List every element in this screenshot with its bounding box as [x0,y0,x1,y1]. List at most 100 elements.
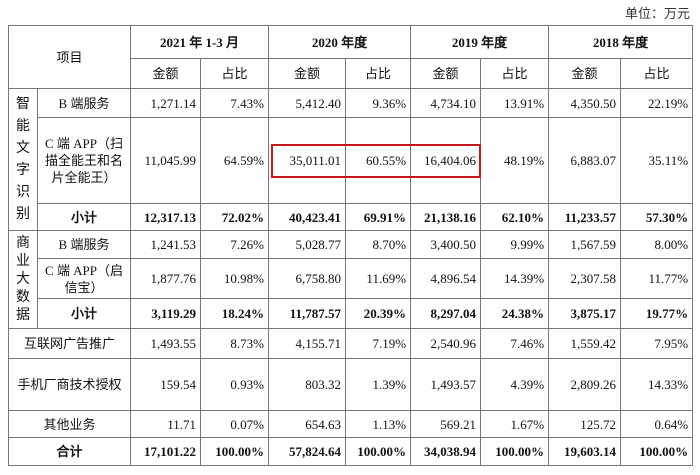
cell: 13.91% [480,88,550,118]
cell: 60.55% [345,117,412,204]
table-row: 小计 12,317.13 72.02% 40,423.41 69.91% 21,138.1… [9,203,694,231]
highlight-box [270,143,481,178]
cell: 9.99% [480,230,550,259]
period-header: 2021 年 1-3 月 [130,25,270,59]
cell: 8.00% [620,230,694,259]
cell: 11,787.57 [268,298,347,329]
table-row: 合计 17,101.22 100.00% 57,824.64 100.00% 34,038… [7,437,694,466]
cell: 654.63 [268,410,347,438]
cell: 7.43% [200,88,270,118]
cell: 2,809.26 [548,358,622,411]
cell: 7.26% [200,230,270,259]
sub-header: 占比 [345,58,412,89]
cell: 3,875.17 [548,298,622,329]
cell: 125.72 [548,410,622,438]
row-label: B 端服务 [36,230,132,259]
sub-header: 金额 [130,58,202,89]
cell: 57.30% [620,203,694,231]
cell: 10.98% [200,258,270,299]
cell: 1,241.53 [130,230,202,259]
group-label: 智能文字识别 [8,88,38,231]
cell: 0.07% [200,410,270,438]
row-label: 手机厂商技术授权 [7,358,132,411]
cell: 1,493.55 [130,328,202,359]
row-label: 互联网广告推广 [7,328,132,359]
cell: 7.46% [480,328,550,359]
cell: 1,271.14 [130,88,202,118]
row-label: C 端 APP（扫描全能王和名片全能王） [36,117,132,204]
cell: 4.39% [480,358,550,411]
cell: 803.32 [268,358,347,411]
cell: 72.02% [200,203,270,231]
cell: 2,307.58 [548,258,622,299]
table-row: 小计 3,119.29 18.24% 11,787.57 20.39% 8,297.04 2… [9,298,694,329]
cell: 18.24% [200,298,270,329]
period-header: 2018 年度 [548,25,694,59]
cell: 0.64% [620,410,694,438]
cell: 9.36% [345,88,412,118]
unit-note: 单位：万元 [624,6,690,21]
cell: 19.77% [620,298,694,329]
header-item: 项目 [7,25,132,89]
cell: 57,824.64 [268,437,347,466]
cell: 7.19% [345,328,412,359]
period-header: 2020 年度 [268,25,412,59]
cell: 1,877.76 [130,258,202,299]
cell: 6,758.80 [268,258,347,299]
cell: 4,350.50 [548,88,622,118]
sub-header: 占比 [200,58,270,89]
cell: 34,038.94 [410,437,482,466]
cell: 8,297.04 [410,298,482,329]
table-row: 智能文字识别 B 端服务 1,271.14 7.43% 5,412.40 9.36% 4,7… [8,88,694,231]
table-row: 手机厂商技术授权 159.54 0.93% 803.32 1.39% 1,493.57 4.… [7,358,694,411]
sub-header: 占比 [620,58,694,89]
sub-header: 金额 [410,58,482,89]
table-row: 商业大数据 B 端服务 1,241.53 7.26% 5,028.77 8.70% 3,40… [8,230,694,329]
row-label: 合计 [7,437,132,466]
cell: 16,404.06 [410,117,482,204]
cell: 8.73% [200,328,270,359]
cell: 17,101.22 [130,437,202,466]
table-row: 互联网广告推广 1,493.55 8.73% 4,155.71 7.19% 2,540.9… [7,328,694,359]
cell: 48.19% [480,117,550,204]
cell: 24.38% [480,298,550,329]
table-row: 其他业务 11.71 0.07% 654.63 1.13% 569.21 1.67% 125.… [7,410,694,438]
cell: 100.00% [345,437,412,466]
cell: 100.00% [200,437,270,466]
cell: 569.21 [410,410,482,438]
cell: 1,559.42 [548,328,622,359]
cell: 1,493.57 [410,358,482,411]
cell: 35.11% [620,117,694,204]
cell: 7.95% [620,328,694,359]
row-label: C 端 APP（启信宝） [36,258,132,299]
cell: 22.19% [620,88,694,118]
table-row: C 端 APP（启信宝） 1,877.76 10.98% 6,758.80 11.69%… [9,258,694,299]
row-label: 小计 [36,298,132,329]
cell: 1.13% [345,410,412,438]
cell: 100.00% [620,437,694,466]
cell: 14.33% [620,358,694,411]
cell: 1.67% [480,410,550,438]
cell: 6,883.07 [548,117,622,204]
cell: 4,896.54 [410,258,482,299]
cell: 11,045.99 [130,117,202,204]
row-label: 小计 [36,203,132,231]
row-label: 其他业务 [7,410,132,438]
cell: 40,423.41 [268,203,347,231]
cell: 64.59% [200,117,270,204]
cell: 1,567.59 [548,230,622,259]
period-header: 2019 年度 [410,25,550,59]
cell: 1.39% [345,358,412,411]
cell: 11,233.57 [548,203,622,231]
cell: 100.00% [480,437,550,466]
cell: 14.39% [480,258,550,299]
cell: 3,119.29 [130,298,202,329]
cell: 19,603.14 [548,437,622,466]
revenue-table: 项目 2021 年 1-3 月 2020 年度 2019 年度 2018 年度 金额 占比… [7,25,694,466]
row-label: B 端服务 [36,88,132,118]
cell: 5,028.77 [268,230,347,259]
table-row: C 端 APP（扫描全能王和名片全能王） 11,045.99 64.59% 35,01… [9,117,694,204]
cell: 4,155.71 [268,328,347,359]
cell: 11.77% [620,258,694,299]
cell: 11.69% [345,258,412,299]
